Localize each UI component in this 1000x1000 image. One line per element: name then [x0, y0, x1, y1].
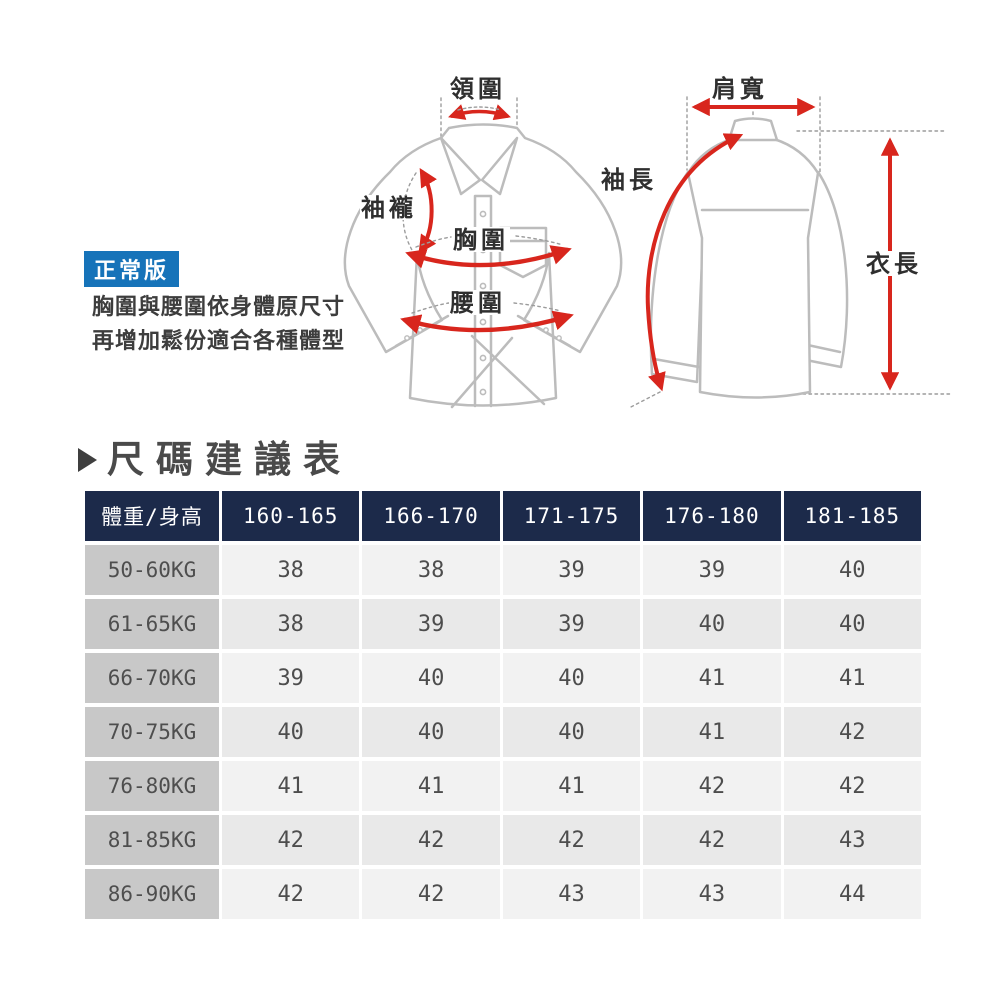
shirt-diagram-svg	[343, 96, 952, 409]
size-value-cell: 43	[643, 869, 781, 919]
size-recommendation-table: 體重/身高 160-165 166-170 171-175 176-180 18…	[85, 491, 921, 919]
armhole-label: 袖襱	[360, 193, 418, 222]
size-value-cell: 42	[362, 869, 500, 919]
size-value-cell: 41	[222, 761, 360, 811]
fit-description-line1: 胸圍與腰圍依身體原尺寸	[92, 294, 346, 320]
size-value-cell: 42	[222, 869, 360, 919]
shirt-measurement-diagram: 領圍 肩寬 袖長 袖襱 胸圍 衣長 腰圍 正常版 胸圍與腰圍依身體原尺寸 再增加…	[0, 0, 1000, 440]
size-value-cell: 39	[222, 653, 360, 703]
size-value-cell: 40	[222, 707, 360, 757]
size-value-cell: 43	[502, 869, 641, 919]
size-value-cell: 40	[502, 653, 641, 703]
triangle-marker-icon	[78, 447, 97, 472]
weight-range-cell: 61-65KG	[85, 599, 219, 649]
collar-label: 領圍	[449, 74, 507, 103]
size-value-cell: 39	[643, 545, 781, 595]
weight-range-cell: 81-85KG	[85, 815, 219, 865]
size-value-cell: 39	[502, 599, 641, 649]
height-range-header: 160-165	[222, 491, 360, 541]
weight-range-cell: 50-60KG	[85, 545, 219, 595]
height-range-header: 181-185	[783, 491, 921, 541]
weight-range-cell: 70-75KG	[85, 707, 219, 757]
waist-dotted-left	[411, 302, 450, 314]
size-value-cell: 42	[783, 761, 921, 811]
size-value-cell: 40	[783, 599, 921, 649]
chest-dotted-right	[515, 235, 564, 246]
size-value-cell: 41	[502, 761, 641, 811]
size-value-cell: 43	[783, 815, 921, 865]
front-measure-arrows	[400, 104, 574, 334]
size-value-cell: 40	[502, 707, 641, 757]
size-value-cell: 38	[222, 599, 360, 649]
fit-description: 胸圍與腰圍依身體原尺寸 再增加鬆份適合各種體型	[92, 290, 345, 358]
shoulder-label: 肩寬	[711, 74, 769, 103]
size-value-cell: 44	[783, 869, 921, 919]
chest-arrow	[405, 245, 572, 269]
size-table-title-text: 尺碼建議表	[107, 437, 352, 481]
back-shirt-body	[686, 137, 820, 399]
chest-dotted-left	[415, 236, 452, 248]
collar-arrow	[448, 104, 511, 121]
size-value-cell: 42	[643, 815, 781, 865]
size-value-cell: 39	[362, 599, 500, 649]
size-value-cell: 40	[783, 545, 921, 595]
waist-arrow	[400, 310, 574, 334]
collar-dotted-arc	[457, 106, 502, 111]
table-corner-header: 體重/身高	[85, 491, 219, 541]
size-value-cell: 42	[362, 815, 500, 865]
waist-dotted-right	[513, 302, 562, 312]
size-value-cell: 40	[643, 599, 781, 649]
size-value-cell: 42	[222, 815, 360, 865]
weight-range-cell: 66-70KG	[85, 653, 219, 703]
height-range-header: 176-180	[643, 491, 781, 541]
height-range-header: 171-175	[502, 491, 641, 541]
hem-tails	[450, 334, 546, 409]
weight-range-cell: 76-80KG	[85, 761, 219, 811]
chest-label: 胸圍	[452, 225, 510, 254]
size-value-cell: 40	[362, 653, 500, 703]
size-value-cell: 42	[643, 761, 781, 811]
size-table-title: 尺碼建議表	[78, 441, 352, 478]
sleeve-length-arrow	[645, 133, 744, 392]
size-value-cell: 41	[643, 653, 781, 703]
size-value-cell: 41	[643, 707, 781, 757]
size-value-cell: 38	[362, 545, 500, 595]
size-value-cell: 40	[362, 707, 500, 757]
size-value-cell: 41	[362, 761, 500, 811]
size-value-cell: 42	[783, 707, 921, 757]
waist-label: 腰圍	[449, 288, 507, 317]
fit-type-badge: 正常版	[84, 251, 179, 287]
collar-flap-right	[480, 136, 519, 196]
size-value-cell: 39	[502, 545, 641, 595]
size-value-cell: 41	[783, 653, 921, 703]
collar-flap-left	[439, 136, 482, 196]
body-length-label: 衣長	[865, 249, 923, 278]
height-range-header: 166-170	[362, 491, 500, 541]
size-value-cell: 42	[502, 815, 641, 865]
fit-description-line2: 再增加鬆份適合各種體型	[92, 328, 346, 354]
size-value-cell: 38	[222, 545, 360, 595]
weight-range-cell: 86-90KG	[85, 869, 219, 919]
sleeve-length-label: 袖長	[600, 165, 658, 194]
